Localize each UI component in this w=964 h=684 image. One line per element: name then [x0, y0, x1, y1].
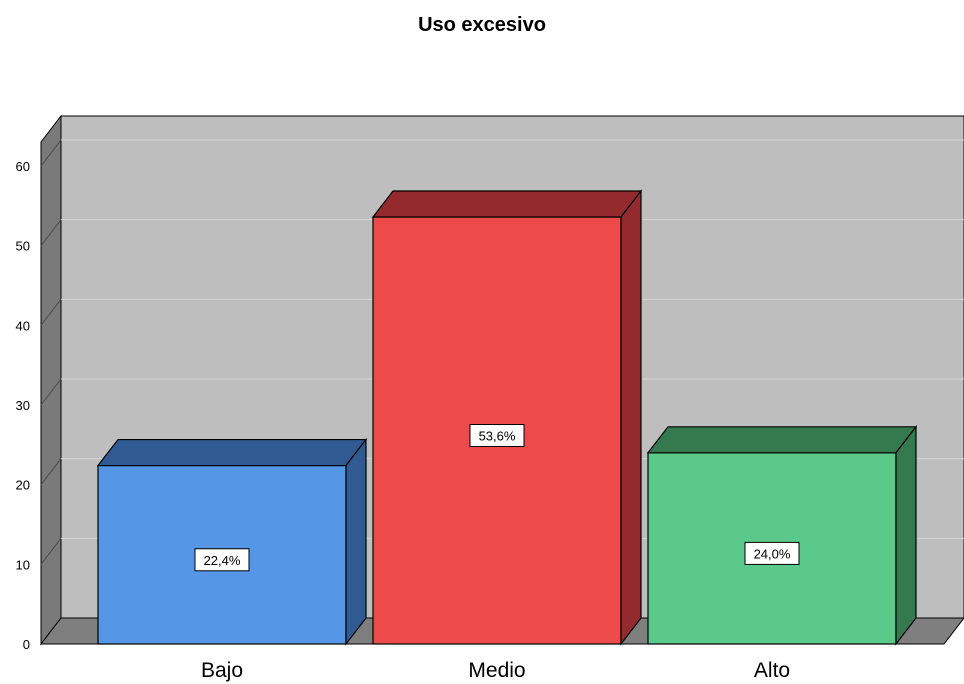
y-axis-ticks: 0 10 20 30 40 50 60: [16, 159, 30, 652]
y-tick-label: 20: [16, 478, 30, 493]
left-wall: [40, 114, 62, 646]
wall-gridline: [40, 538, 62, 565]
data-label: 24,0%: [754, 546, 791, 561]
wall-gridline: [40, 458, 62, 485]
bar-side: [345, 437, 367, 646]
wall-gridline: [40, 378, 62, 406]
y-tick-label: 0: [23, 637, 30, 652]
data-label-box: [194, 548, 250, 572]
bar-alto: 24,0%: [646, 425, 918, 646]
bar-side: [620, 189, 642, 646]
y-tick-label: 40: [16, 318, 30, 333]
data-label: 53,6%: [479, 428, 516, 443]
bar-bajo: 22,4%: [96, 437, 368, 646]
x-tick-label: Bajo: [201, 659, 243, 682]
y-tick-label: 50: [16, 239, 30, 254]
wall-gridline: [40, 139, 62, 167]
data-label-box: [469, 423, 525, 447]
y-tick-label: 60: [16, 159, 30, 174]
bars: 22,4% 53,6% 24,0%: [96, 189, 918, 646]
chart-title: Uso excesivo: [418, 14, 546, 36]
y-tick-label: 30: [16, 398, 30, 413]
bar-top: [96, 438, 368, 467]
x-tick-label: Alto: [754, 659, 790, 682]
bar-top: [646, 426, 918, 454]
data-label-box: [744, 541, 800, 565]
x-tick-label: Medio: [468, 659, 525, 682]
bar-side: [895, 425, 917, 646]
y-tick-label: 10: [16, 557, 30, 572]
wall-gridline: [40, 219, 62, 246]
bar-top: [371, 190, 643, 218]
x-axis-labels: Bajo Medio Alto: [201, 659, 790, 682]
bar-medio: 53,6%: [371, 189, 643, 646]
wall-gridline: [40, 299, 62, 326]
data-label: 22,4%: [204, 553, 241, 568]
